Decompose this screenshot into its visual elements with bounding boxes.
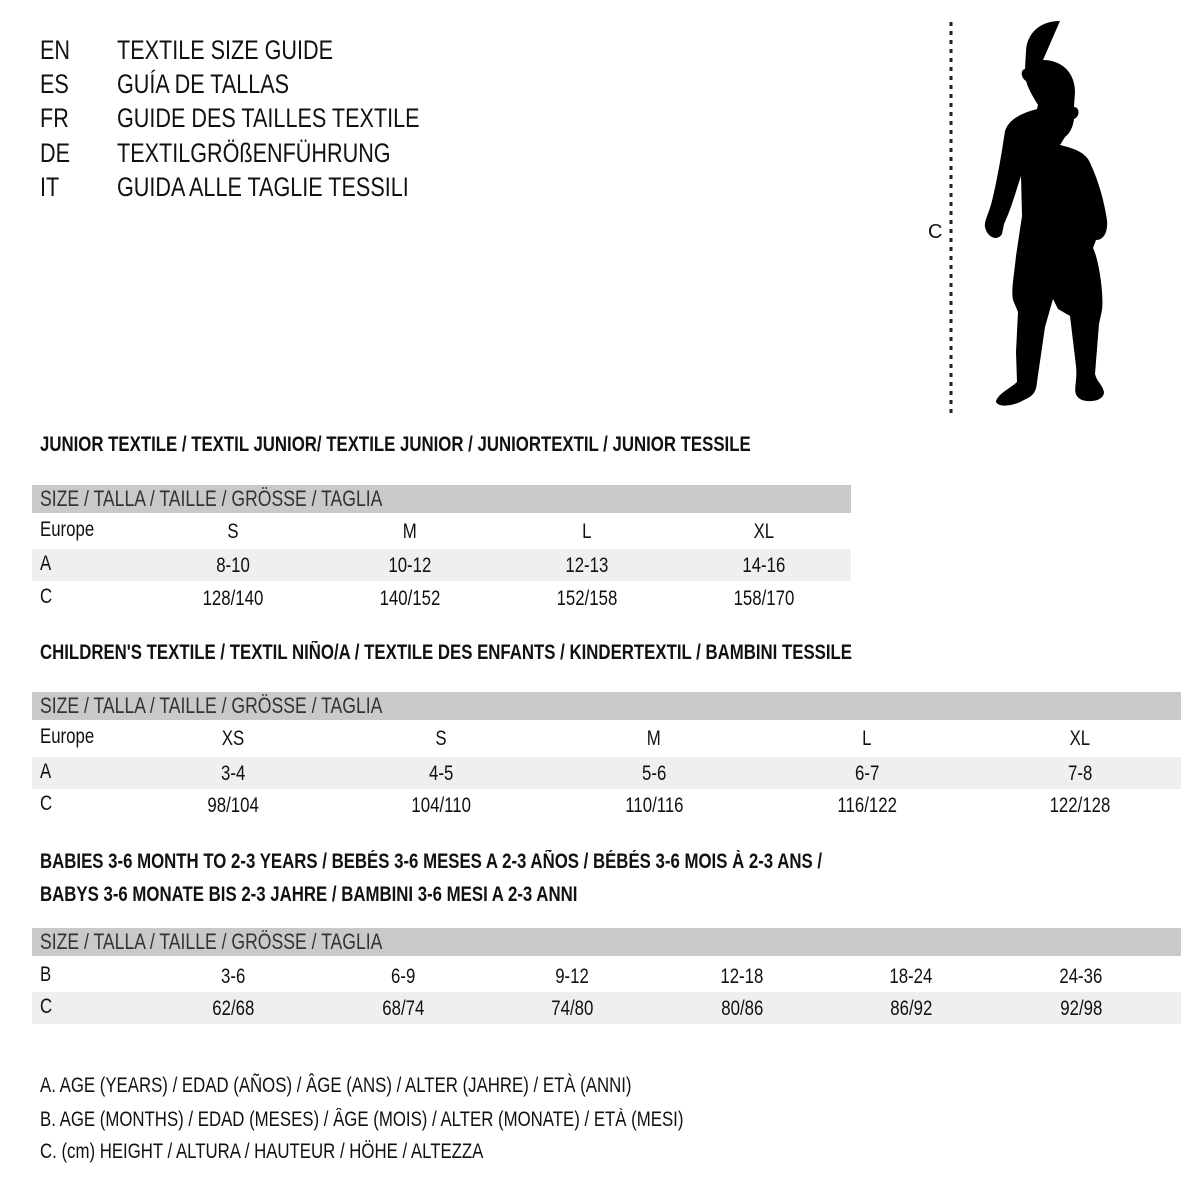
table-cell: XL [1069,727,1091,750]
table-cell: 8-10 [216,554,250,577]
row-label: C [40,995,53,1018]
table-cell: 10-12 [388,554,432,577]
table-cell: 14-16 [742,554,786,577]
row-label: B [40,963,52,986]
table-cell: 62/68 [211,997,255,1020]
section-title: BABIES 3-6 MONTH TO 2-3 YEARS / BEBÉS 3-… [40,850,823,873]
table-cell: M [647,727,661,750]
figure-height-label: C [928,221,942,243]
table-cell: 110/116 [624,794,684,817]
table-cell: 104/110 [411,794,471,817]
table-cell: S [227,520,239,543]
language-code: FR [40,103,69,133]
table-cell: M [403,520,417,543]
row-label: A [40,760,52,783]
table-cell: 7-8 [1067,762,1093,785]
legend-item: B. AGE (MONTHS) / EDAD (MESES) / ÂGE (MO… [40,1108,684,1131]
guide-title: GUÍA DE TALLAS [117,69,290,99]
table-row: C 128/140 140/152 152/158 158/170 [32,582,851,614]
table-cell: 6-9 [390,965,416,988]
row-label: A [40,552,52,575]
table-cell: 158/170 [733,587,795,610]
table-cell: 68/74 [381,997,425,1020]
table-cell: L [862,727,872,750]
table-cell: 3-4 [220,762,246,785]
language-code: IT [40,172,60,202]
table-cell: XS [221,727,245,750]
guide-title: TEXTILGRÖßENFÜHRUNG [117,138,391,168]
table-cell: 74/80 [550,997,594,1020]
row-label: Europe [40,518,95,541]
table-cell: 98/104 [207,794,259,817]
table-cell: 92/98 [1059,997,1103,1020]
table-cell: 9-12 [555,965,589,988]
table-cell: 116/122 [837,794,897,817]
table-cell: 6-7 [854,762,880,785]
table-cell: 12-18 [720,965,764,988]
language-code: DE [40,138,71,168]
guide-title: GUIDA ALLE TAGLIE TESSILI [117,172,409,202]
table-header-bar: SIZE / TALLA / TAILLE / GRÖSSE / TAGLIA [32,692,1181,720]
table-row: Europe XS S M L XL [32,722,1181,754]
language-code: EN [40,35,71,65]
row-label: C [40,792,53,815]
table-cell: S [435,727,447,750]
table-cell: 122/128 [1049,794,1111,817]
legend-item: A. AGE (YEARS) / EDAD (AÑOS) / ÂGE (ANS)… [40,1074,632,1097]
table-cell: 140/152 [379,587,441,610]
section-title: CHILDREN'S TEXTILE / TEXTIL NIÑO/A / TEX… [40,641,853,664]
table-cell: 80/86 [720,997,764,1020]
table-cell: 3-6 [220,965,246,988]
table-cell: XL [753,520,775,543]
table-cell: 12-13 [565,554,609,577]
language-code: ES [40,69,69,99]
table-row: Europe S M L XL [32,515,851,547]
row-label: Europe [40,725,95,748]
legend-item: C. (cm) HEIGHT / ALTURA / HAUTEUR / HÖHE… [40,1140,484,1163]
table-cell: 4-5 [428,762,454,785]
table-row: A 3-4 4-5 5-6 6-7 7-8 [32,757,1181,789]
table-cell: 18-24 [889,965,933,988]
table-cell: L [582,520,592,543]
table-cell: 86/92 [889,997,933,1020]
table-row: A 8-10 10-12 12-13 14-16 [32,549,851,581]
table-cell: 24-36 [1059,965,1103,988]
table-cell: 152/158 [556,587,618,610]
guide-title: TEXTILE SIZE GUIDE [117,35,334,65]
guide-title: GUIDE DES TAILLES TEXTILE [117,103,420,133]
table-cell: 128/140 [202,587,264,610]
table-header-bar: SIZE / TALLA / TAILLE / GRÖSSE / TAGLIA [32,928,1181,956]
table-row: B 3-6 6-9 9-12 12-18 18-24 24-36 [32,960,1181,992]
table-cell: 5-6 [641,762,667,785]
row-label: C [40,585,53,608]
section-title: BABYS 3-6 MONATE BIS 2-3 JAHRE / BAMBINI… [40,883,578,906]
table-row: C 98/104 104/110 110/116 116/122 122/128 [32,789,1181,821]
section-title: JUNIOR TEXTILE / TEXTIL JUNIOR/ TEXTILE … [40,433,751,456]
child-silhouette-icon: C [928,21,1108,413]
table-header-bar: SIZE / TALLA / TAILLE / GRÖSSE / TAGLIA [32,485,851,513]
table-row: C 62/68 68/74 74/80 80/86 86/92 92/98 [32,992,1181,1024]
